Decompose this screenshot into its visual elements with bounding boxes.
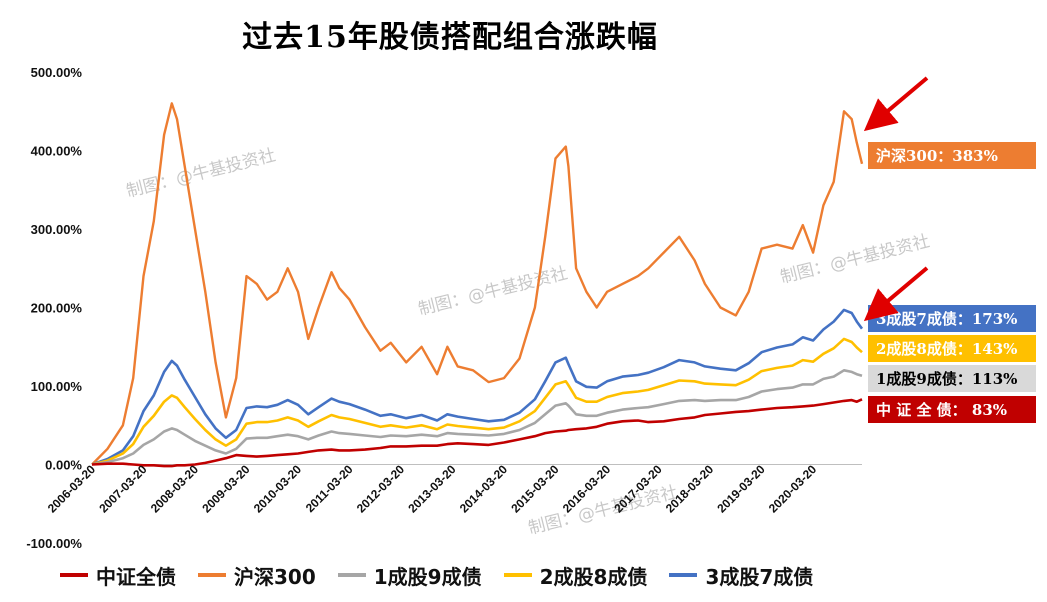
end-label-text-0: 中 证 全 债： 83% bbox=[876, 401, 1007, 419]
legend-item-bond: 中证全债 bbox=[60, 561, 176, 590]
chart-legend: 中证全债 沪深300 1成股9成债 2成股8成债 3成股7成债 bbox=[60, 560, 960, 590]
series-line-1 bbox=[91, 102, 864, 466]
legend-label-3-7: 3成股7成债 bbox=[705, 564, 814, 589]
series-line-2 bbox=[91, 368, 863, 466]
legend-label-2-8: 2成股8成债 bbox=[539, 564, 648, 589]
chart-title: 过去15年股债搭配组合涨跌幅 bbox=[242, 20, 658, 55]
watermark-text: 制图：@牛基投资社 bbox=[416, 263, 569, 319]
y-tick-label: 0.00% bbox=[45, 458, 82, 473]
y-tick-label: 500.00% bbox=[31, 65, 83, 80]
y-tick-label: 100.00% bbox=[31, 379, 83, 394]
legend-swatch-bond bbox=[60, 573, 88, 577]
x-tick-label: 2014-03-20 bbox=[457, 462, 511, 516]
series-line-4 bbox=[91, 308, 864, 466]
end-label-text-4: 3成股7成债：173% bbox=[876, 310, 1017, 328]
legend-item-2-8: 2成股8成债 bbox=[503, 561, 648, 590]
legend-item-hs300: 沪深300 bbox=[198, 561, 316, 590]
arrow-hs300-pointer bbox=[863, 76, 929, 132]
x-tick-label: 2020-03-20 bbox=[766, 462, 820, 516]
x-tick-label: 2019-03-20 bbox=[714, 462, 768, 516]
x-tick-label: 2008-03-20 bbox=[148, 462, 202, 516]
end-label-text-3: 2成股8成债：143% bbox=[876, 340, 1017, 358]
legend-item-3-7: 3成股7成债 bbox=[669, 561, 813, 590]
y-tick-label: 300.00% bbox=[31, 222, 83, 237]
legend-item-1-9: 1成股9成债 bbox=[337, 561, 482, 590]
x-tick-label: 2009-03-20 bbox=[199, 462, 253, 516]
legend-swatch-1-9 bbox=[337, 573, 366, 577]
end-label-text-2: 1成股9成债：113% bbox=[876, 370, 1017, 388]
series-line-0 bbox=[91, 398, 863, 468]
end-label-box-0 bbox=[868, 396, 1036, 423]
x-tick-label: 2007-03-20 bbox=[96, 462, 150, 516]
legend-swatch-hs300 bbox=[198, 573, 226, 577]
end-label-text-1: 沪深300：383% bbox=[876, 147, 998, 165]
x-tick-label: 2012-03-20 bbox=[354, 462, 408, 516]
end-label-box-2 bbox=[868, 365, 1036, 392]
end-label-box-3 bbox=[868, 335, 1036, 362]
y-tick-label: -100.00% bbox=[26, 536, 82, 551]
legend-label-hs300: 沪深300 bbox=[234, 564, 316, 589]
watermark-text: 制图：@牛基投资社 bbox=[124, 145, 277, 201]
legend-swatch-3-7 bbox=[669, 573, 698, 577]
x-tick-label: 2011-03-20 bbox=[303, 462, 356, 515]
y-tick-label: 200.00% bbox=[31, 301, 83, 316]
y-tick-label: 400.00% bbox=[31, 144, 83, 159]
end-label-box-1 bbox=[868, 142, 1036, 169]
x-tick-label: 2015-03-20 bbox=[508, 462, 562, 516]
watermark-text: 制图：@牛基投资社 bbox=[778, 231, 931, 287]
legend-label-bond: 中证全债 bbox=[96, 564, 176, 589]
arrow-3-7-pointer bbox=[863, 266, 929, 322]
series-line-3 bbox=[91, 337, 863, 466]
x-tick-label: 2013-03-20 bbox=[405, 462, 459, 516]
watermark-text: 制图：@牛基投资社 bbox=[526, 482, 679, 538]
legend-swatch-2-8 bbox=[503, 573, 532, 577]
x-tick-label: 2010-03-20 bbox=[251, 462, 305, 516]
legend-label-1-9: 1成股9成债 bbox=[373, 564, 482, 589]
